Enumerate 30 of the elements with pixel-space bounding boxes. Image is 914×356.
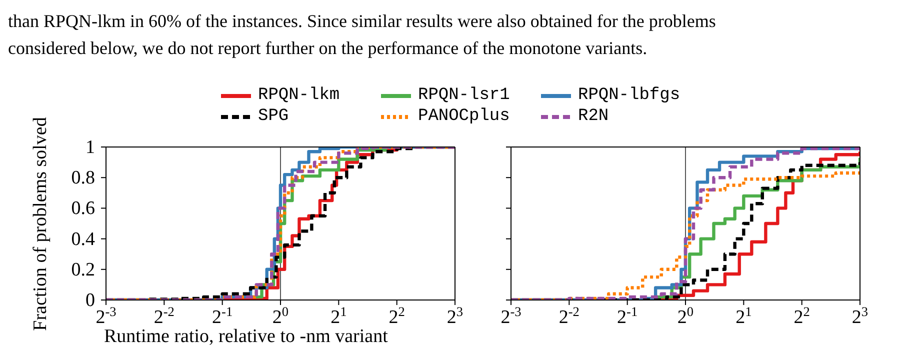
y-tick-label: 0.6	[71, 198, 95, 220]
x-tick-label: 2$^{1}$	[330, 304, 347, 328]
legend-label: PANOCplus	[418, 107, 510, 126]
text: considered below, we do not report further on the performance of the monotone variants.	[8, 37, 648, 60]
y-tick-label: 0.2	[71, 259, 95, 280]
x-tick-label: 2$^{2}$	[794, 304, 810, 328]
x-tick-label: 2$^{0}$	[677, 304, 694, 328]
y-tick-label: 0.4	[71, 228, 96, 250]
x-tick-label: 2$^{-1}$	[212, 304, 233, 328]
legend-label: RPQN-lbfgs	[578, 86, 680, 105]
x-tick-label: 2$^{-1}$	[617, 304, 638, 328]
x-tick-label: 2$^{-3}$	[500, 304, 522, 328]
x-tick-label: 2$^{1}$	[736, 304, 752, 328]
x-tick-label: 2$^{-3}$	[96, 304, 117, 328]
legend-label: R2N	[578, 107, 609, 126]
x-tick-label: 2$^{0}$	[272, 304, 289, 328]
y-tick-label: 0	[86, 290, 95, 311]
x-tick-label: 2$^{3}$	[446, 304, 464, 328]
y-tick-label: 1	[86, 137, 95, 158]
y-axis-title: Fraction of problems solved	[30, 116, 52, 333]
legend-label: SPG	[258, 107, 289, 126]
legend-label: RPQN-lsr1	[418, 86, 510, 105]
x-tick-label: 2$^{-2}$	[154, 304, 174, 328]
x-axis-title: Runtime ratio, relative to -nm variant	[104, 326, 388, 348]
x-tick-label: 2$^{3}$	[852, 304, 868, 328]
legend-label: RPQN-lkm	[258, 86, 340, 105]
y-tick-label: 0.8	[71, 168, 95, 189]
text: than RPQN-lkm in 60% of the instances. Since similar results were also obtained for the problems	[8, 10, 716, 33]
x-tick-label: 2$^{-2}$	[558, 304, 580, 328]
x-tick-label: 2$^{2}$	[388, 304, 405, 328]
